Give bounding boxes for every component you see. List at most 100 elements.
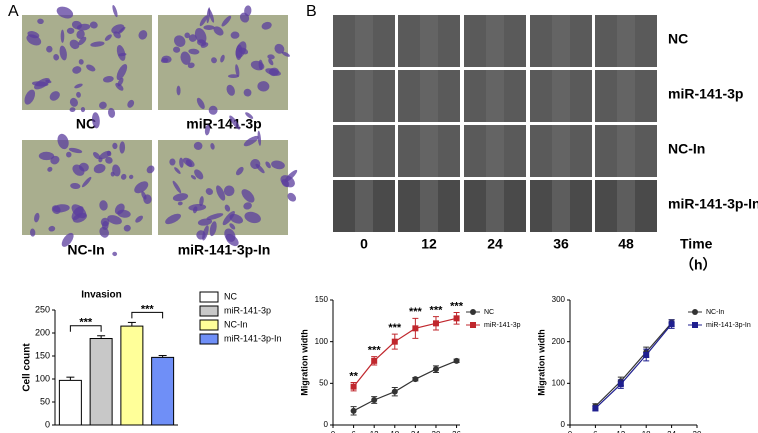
bar [89, 338, 113, 426]
stain [70, 182, 81, 190]
column-label: 12 [421, 236, 437, 252]
stain [26, 34, 42, 46]
stain [177, 201, 183, 206]
y-axis-label: Migration width [536, 329, 546, 396]
stain [56, 6, 74, 19]
stain [47, 166, 53, 172]
wound-gap [486, 15, 504, 67]
stain [92, 152, 101, 160]
stain [243, 88, 252, 97]
stain [71, 206, 84, 221]
wound-gap [552, 70, 570, 122]
wound-gap [486, 125, 504, 177]
row-label: miR-141-3p-In [668, 196, 758, 212]
stain [76, 29, 85, 39]
stain [107, 107, 116, 118]
wound-gap [355, 70, 373, 122]
legend-marker [692, 309, 698, 315]
stain [60, 29, 65, 43]
stain [281, 51, 290, 57]
legend-label: miR-141-3p-In [706, 322, 751, 329]
y-tick-label: 100 [35, 373, 50, 383]
legend-marker [692, 322, 698, 328]
image-label: miR-141-3p [186, 116, 261, 132]
stain [271, 160, 285, 170]
chart-title: Invasion [81, 290, 122, 301]
stain [224, 204, 231, 212]
stain [99, 101, 107, 109]
stain [116, 45, 126, 61]
stain [135, 215, 144, 223]
point [432, 366, 439, 373]
stain [222, 210, 235, 226]
stain [209, 221, 217, 237]
wound-gap [486, 70, 504, 122]
stain [172, 193, 189, 202]
stain [193, 141, 203, 150]
stain [61, 232, 74, 247]
stain [180, 51, 191, 65]
stain [106, 150, 112, 157]
stain [59, 45, 67, 61]
stain [107, 215, 122, 225]
stain [79, 162, 89, 172]
point [371, 357, 378, 364]
stain [90, 41, 105, 47]
stain [268, 67, 280, 77]
stain [208, 105, 218, 115]
stain [223, 185, 235, 197]
wound-gap [552, 125, 570, 177]
y-tick-label: 200 [35, 327, 50, 337]
stain [243, 135, 259, 147]
stain [118, 52, 127, 57]
stain [174, 35, 186, 47]
stain [221, 15, 232, 27]
stain [78, 36, 87, 46]
x-tick-label: 30 [432, 430, 441, 433]
significance-label: *** [368, 345, 382, 357]
stain [115, 82, 124, 91]
point [617, 381, 624, 388]
point [350, 407, 357, 414]
stain [229, 223, 236, 230]
significance-label: *** [388, 322, 402, 334]
stain [210, 143, 215, 150]
wound-gap [420, 15, 438, 67]
stain [241, 189, 255, 203]
stain [199, 196, 204, 207]
stain [173, 46, 181, 53]
wound-gap [617, 180, 635, 232]
stain [184, 32, 191, 39]
x-tick-label: 0 [568, 430, 573, 433]
x-tick-label: 0 [331, 430, 336, 433]
x-tick-label: 6 [593, 430, 598, 433]
stain [120, 173, 127, 180]
y-tick-label: 0 [45, 419, 50, 429]
stain [227, 74, 239, 79]
stain [202, 225, 209, 241]
point [592, 405, 599, 412]
wound-gap [420, 70, 438, 122]
micrograph [158, 140, 288, 235]
stain [104, 34, 112, 41]
stain [69, 97, 78, 107]
stain [99, 200, 108, 211]
row-label: miR-141-3p [668, 86, 743, 102]
stain [66, 151, 72, 158]
point [412, 376, 419, 383]
stain [268, 58, 274, 66]
stain [128, 174, 134, 180]
stain [34, 77, 50, 90]
stain [213, 26, 224, 36]
y-tick-label: 50 [319, 378, 328, 387]
wound-gap [552, 180, 570, 232]
stain [102, 75, 114, 83]
x-tick-label: 6 [351, 430, 356, 433]
stain [112, 164, 121, 177]
x-tick-label: 36 [452, 430, 461, 433]
stain [265, 161, 271, 169]
stain [211, 57, 217, 64]
stain [281, 179, 290, 188]
legend-label: NC-In [706, 309, 724, 316]
stain [196, 39, 207, 46]
